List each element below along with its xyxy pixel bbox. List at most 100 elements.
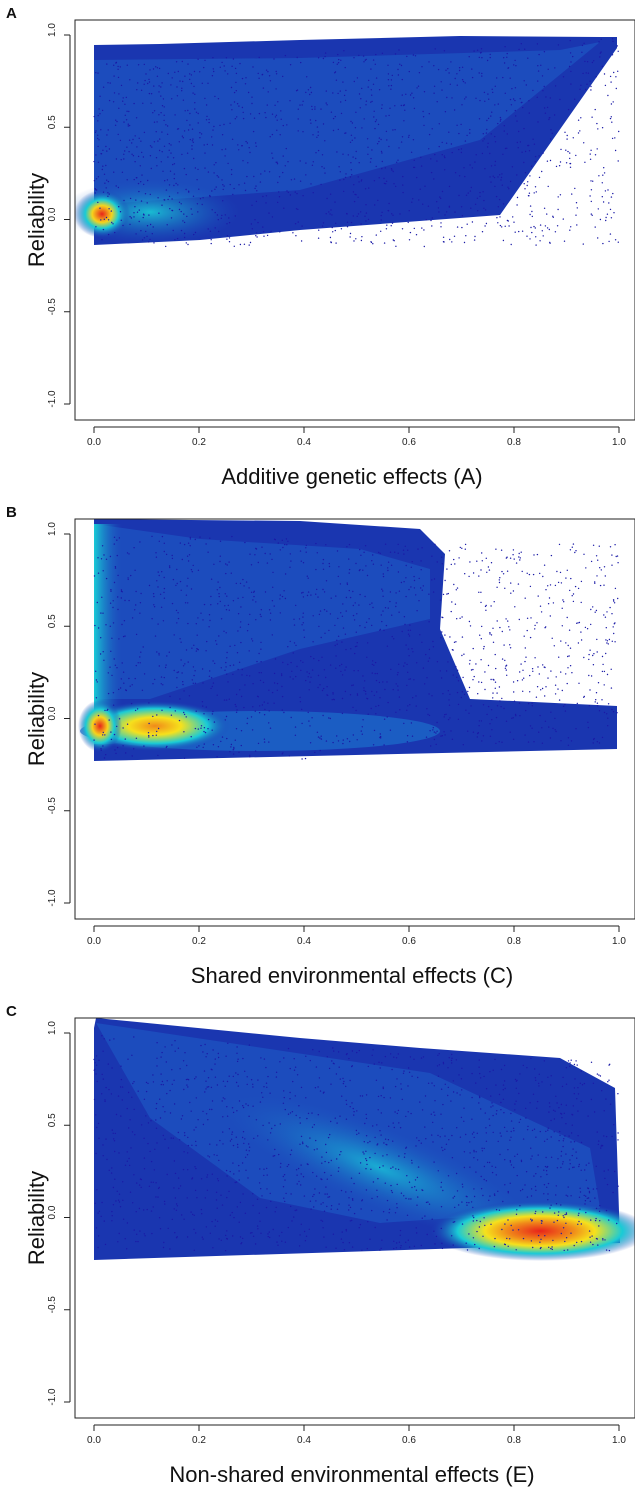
scatter-point — [492, 1069, 494, 1071]
scatter-point — [365, 220, 367, 222]
scatter-point — [420, 1142, 422, 1144]
scatter-point — [210, 604, 212, 606]
scatter-point — [322, 568, 325, 570]
scatter-point — [535, 236, 537, 238]
scatter-point — [386, 139, 388, 141]
scatter-point — [101, 1035, 103, 1037]
scatter-point — [269, 1092, 271, 1094]
scatter-point — [162, 1106, 164, 1108]
scatter-point — [570, 1141, 572, 1143]
scatter-point — [146, 1208, 148, 1211]
scatter-point — [255, 145, 257, 147]
scatter-point — [226, 595, 228, 597]
scatter-point — [483, 1217, 485, 1219]
scatter-point — [479, 195, 481, 198]
scatter-point — [202, 619, 204, 621]
scatter-point — [131, 755, 133, 757]
scatter-point — [101, 1073, 103, 1076]
scatter-point — [328, 211, 330, 213]
scatter-point — [232, 1111, 235, 1114]
scatter-point — [232, 600, 235, 602]
scatter-point — [120, 597, 123, 599]
scatter-point — [344, 66, 346, 69]
scatter-point — [498, 686, 501, 688]
scatter-point — [409, 678, 412, 680]
scatter-point — [257, 742, 260, 745]
scatter-point — [480, 591, 482, 593]
scatter-point — [146, 202, 148, 204]
scatter-point — [470, 186, 472, 189]
scatter-point — [400, 1088, 403, 1090]
scatter-point — [505, 110, 508, 112]
scatter-point — [523, 677, 525, 679]
scatter-point — [585, 1195, 587, 1197]
scatter-point — [282, 1175, 284, 1178]
scatter-point — [316, 588, 318, 591]
scatter-point — [376, 1144, 378, 1146]
scatter-point — [523, 80, 525, 82]
scatter-point — [567, 644, 569, 647]
scatter-point — [364, 59, 366, 61]
scatter-point — [235, 582, 237, 585]
scatter-point — [299, 104, 301, 106]
scatter-point — [118, 1232, 120, 1235]
scatter-point — [614, 1170, 616, 1173]
scatter-point — [189, 73, 191, 75]
scatter-point — [232, 753, 235, 755]
scatter-point — [285, 538, 288, 540]
scatter-point — [579, 1208, 581, 1210]
scatter-point — [248, 1143, 250, 1145]
x-axis-title: Non-shared environmental effects (E) — [169, 1462, 534, 1487]
scatter-point — [318, 625, 320, 628]
scatter-point — [415, 1189, 418, 1191]
scatter-point — [379, 1249, 381, 1251]
scatter-point — [241, 1162, 244, 1164]
scatter-point — [305, 91, 307, 94]
scatter-point — [234, 703, 236, 706]
scatter-point — [590, 180, 592, 182]
scatter-point — [170, 217, 173, 219]
scatter-point — [610, 81, 612, 83]
scatter-point — [95, 130, 97, 132]
scatter-point — [565, 162, 568, 164]
scatter-point — [368, 618, 370, 620]
scatter-point — [295, 90, 298, 92]
scatter-point — [533, 192, 535, 194]
scatter-point — [543, 1060, 545, 1062]
scatter-point — [282, 124, 284, 127]
scatter-point — [443, 716, 445, 718]
scatter-point — [230, 169, 233, 171]
scatter-point — [473, 50, 475, 52]
scatter-point — [229, 1170, 231, 1173]
scatter-point — [370, 241, 373, 244]
scatter-point — [375, 53, 377, 56]
scatter-point — [211, 136, 213, 138]
scatter-point — [209, 1143, 211, 1145]
scatter-point — [325, 740, 328, 742]
scatter-point — [275, 161, 277, 163]
scatter-point — [319, 610, 322, 612]
scatter-point — [351, 1219, 353, 1222]
scatter-point — [279, 594, 281, 596]
scatter-point — [399, 1247, 402, 1249]
scatter-point — [252, 1105, 254, 1107]
scatter-point — [512, 738, 515, 740]
scatter-point — [192, 195, 195, 197]
scatter-point — [241, 1136, 244, 1139]
scatter-point — [107, 672, 110, 674]
scatter-point — [416, 1204, 418, 1206]
scatter-point — [183, 1132, 186, 1134]
scatter-point — [236, 709, 238, 711]
scatter-point — [598, 1225, 600, 1227]
scatter-point — [222, 1080, 225, 1082]
scatter-point — [337, 635, 340, 637]
scatter-point — [328, 717, 330, 719]
density-peak — [430, 1201, 635, 1261]
scatter-point — [604, 1239, 606, 1241]
scatter-point — [416, 1137, 418, 1139]
scatter-point — [192, 564, 194, 567]
scatter-point — [470, 705, 472, 707]
scatter-point — [122, 224, 124, 227]
scatter-point — [468, 1233, 470, 1235]
scatter-point — [478, 72, 480, 74]
